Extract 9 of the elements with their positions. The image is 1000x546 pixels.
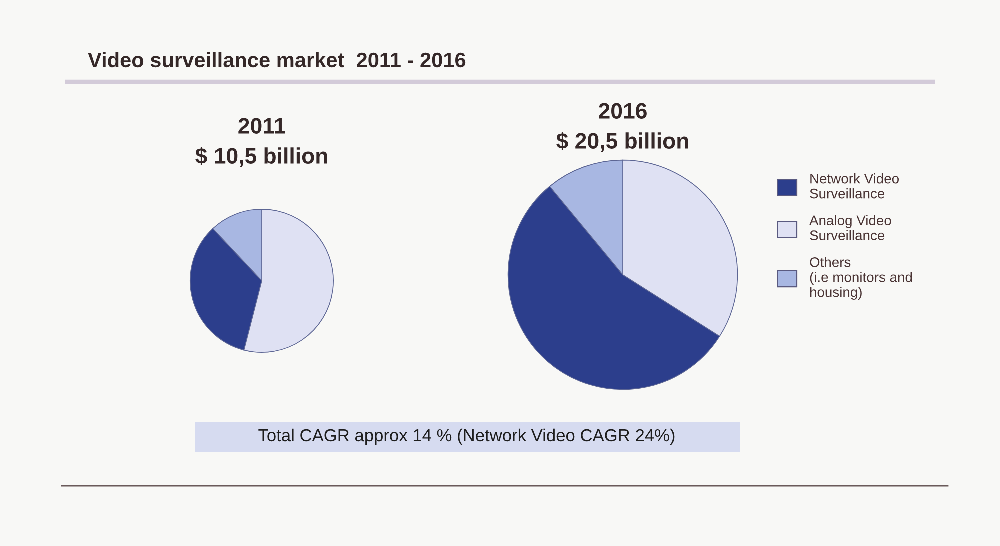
chart-title: 2011 [238,118,286,134]
legend-label: Others (i.e monitors and housing) [810,257,912,300]
legend-label: Network Video Surveillance [810,174,899,199]
chart-subtitle: $ 10,5 billion [196,147,328,168]
legend-label: Analog Video Surveillance [810,215,892,241]
chart-subtitle: $ 20,5 billion [556,132,688,152]
text: Video surveillance market 2011 - 2016 [88,52,466,68]
chart-title: 2016 [599,103,647,119]
text: Total CAGR approx 14 % (Network Video CAGR 24%) [258,428,675,446]
